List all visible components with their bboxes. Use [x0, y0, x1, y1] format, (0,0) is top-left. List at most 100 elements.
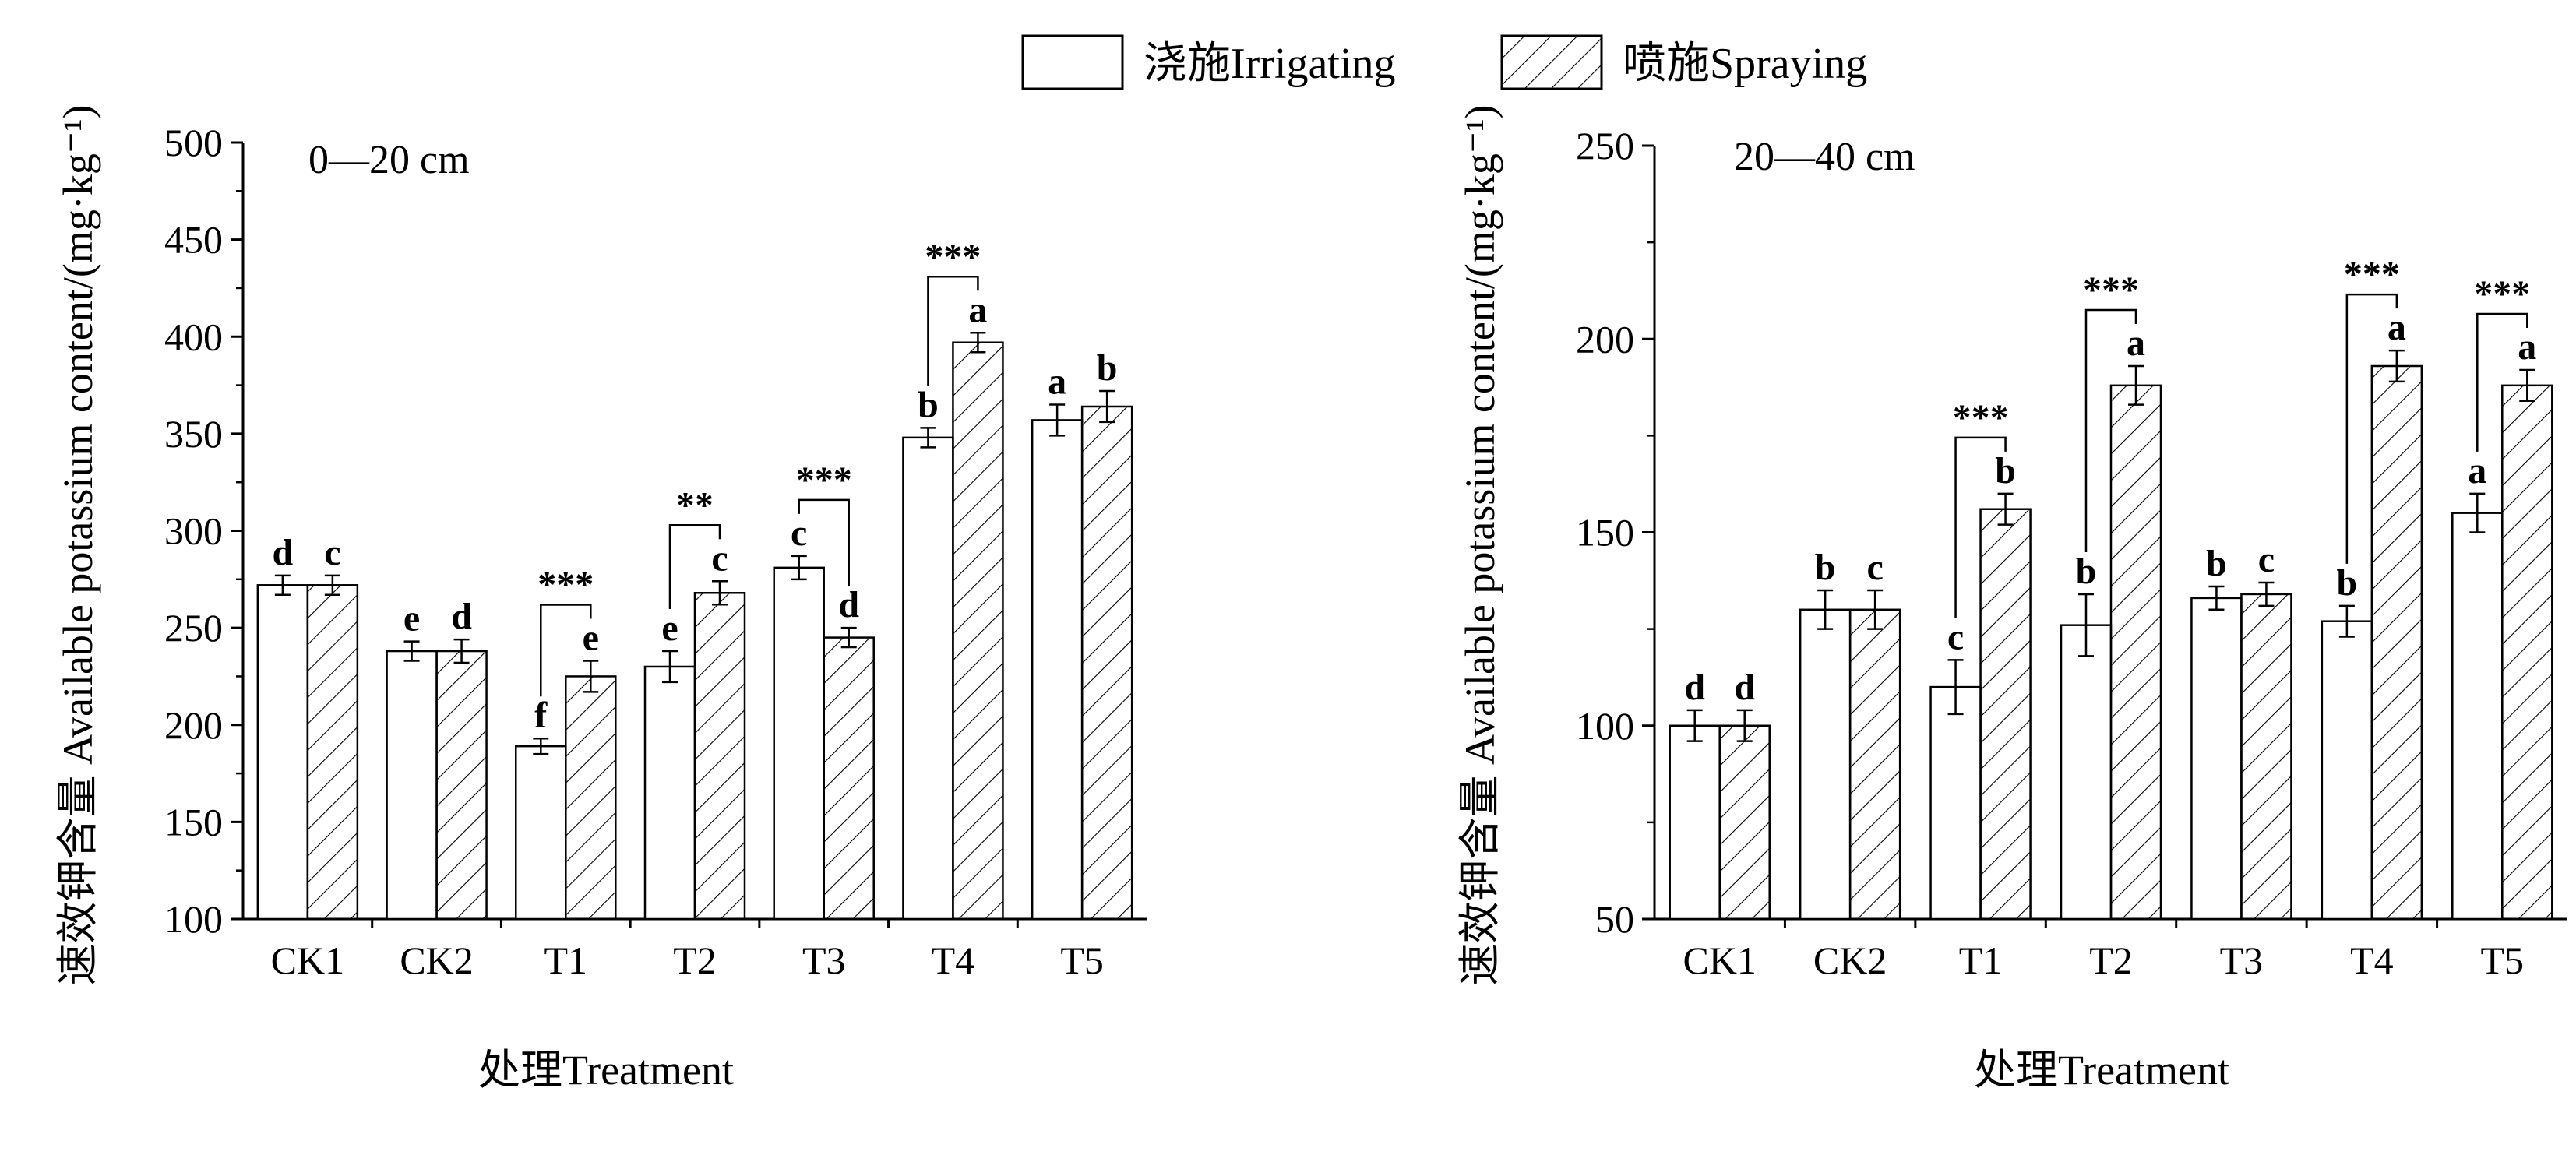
bar-spraying	[2370, 364, 2423, 921]
significance-letter: a	[968, 289, 987, 330]
y-tick-label: 350	[164, 412, 223, 456]
x-tick-label: T3	[802, 938, 846, 982]
legend-item-irrigating: 浇施Irrigating	[1021, 34, 1395, 90]
significance-letter: e	[403, 598, 420, 639]
y-tick-label: 100	[1576, 704, 1634, 748]
significance-letter: b	[1995, 450, 2016, 491]
significance-letter: c	[1947, 616, 1964, 657]
significance-letter: d	[838, 584, 859, 625]
significance-bracket	[2345, 293, 2398, 564]
x-tick-label: CK1	[1683, 938, 1756, 982]
significance-stars: ***	[2344, 254, 2400, 295]
legend-swatch-solid	[1021, 34, 1124, 90]
significance-bracket	[540, 604, 592, 697]
bar-spraying	[2501, 384, 2553, 921]
significance-letter: d	[1684, 667, 1705, 708]
significance-stars: ***	[537, 564, 594, 605]
bar-irrigating	[1031, 419, 1084, 921]
x-tick-label: T2	[2089, 938, 2133, 982]
legend-label-spraying: 喷施Spraying	[1623, 40, 1867, 88]
significance-letter: b	[2076, 551, 2097, 592]
x-tick-label: CK1	[271, 938, 344, 982]
legend-swatch-hatch	[1500, 34, 1603, 90]
y-tick-label: 450	[164, 218, 223, 262]
y-axis-title: 速效钾含量 Available potassium content/(mg·kg…	[1457, 105, 1503, 986]
bar-spraying	[952, 341, 1004, 921]
x-axis-title: 处理Treatment	[478, 1047, 734, 1093]
y-tick-label: 150	[164, 800, 223, 843]
y-tick-label: 150	[1576, 511, 1634, 555]
y-axis-title-text: 速效钾含量 Available potassium content/(mg·kg…	[1457, 105, 1503, 986]
y-tick-label: 200	[164, 703, 223, 747]
bar-spraying	[1718, 724, 1771, 921]
y-tick-label: 200	[1576, 317, 1634, 361]
significance-letter: e	[661, 607, 678, 649]
significance-letter: a	[2387, 307, 2406, 348]
bar-spraying	[435, 650, 488, 921]
bar-irrigating	[1929, 685, 1982, 921]
significance-letter: d	[273, 532, 294, 573]
significance-letter: a	[2468, 450, 2486, 491]
significance-stars: ***	[2474, 273, 2530, 315]
significance-letter: e	[583, 617, 599, 658]
significance-letter: b	[1097, 347, 1118, 389]
bar-spraying	[565, 675, 617, 921]
y-tick-label: 500	[164, 121, 223, 164]
x-tick-label: CK2	[1813, 938, 1887, 982]
y-tick-label: 50	[1595, 897, 1634, 941]
bar-spraying	[2240, 593, 2292, 921]
significance-stars: ***	[925, 236, 981, 277]
x-tick-label: T4	[932, 938, 975, 982]
y-tick-label: 400	[164, 315, 223, 358]
bar-irrigating	[2321, 620, 2373, 921]
bar-spraying	[693, 592, 746, 921]
y-tick-label: 250	[164, 606, 223, 650]
x-tick-label: CK2	[400, 938, 473, 982]
bar-spraying	[823, 636, 875, 921]
significance-letter: b	[2206, 543, 2227, 584]
significance-letter: c	[711, 537, 728, 579]
x-axis-title: 处理Treatment	[1974, 1047, 2229, 1093]
y-tick-label: 250	[1576, 124, 1634, 167]
y-axis-title-text: 速效钾含量 Available potassium content/(mg·kg…	[55, 105, 101, 986]
bar-irrigating	[2190, 597, 2243, 921]
bar-irrigating	[2060, 624, 2113, 921]
significance-stars: ***	[2083, 269, 2139, 311]
bar-spraying	[1848, 608, 1901, 921]
significance-letter: b	[2337, 562, 2358, 604]
bar-irrigating	[386, 650, 438, 921]
significance-bracket	[927, 276, 979, 386]
significance-stars: **	[676, 484, 714, 526]
significance-bracket	[668, 524, 721, 610]
chart-panel-0-20cm: 速效钾含量 Available potassium content/(mg·kg…	[55, 105, 1147, 1093]
bar-irrigating	[773, 566, 825, 921]
significance-letter: d	[451, 596, 472, 637]
y-tick-label: 300	[164, 509, 223, 553]
significance-letter: a	[2127, 322, 2145, 364]
bar-irrigating	[256, 584, 309, 921]
legend-item-spraying: 喷施Spraying	[1500, 34, 1867, 90]
bar-irrigating	[1799, 608, 1852, 921]
chart-panel-20-40cm: 速效钾含量 Available potassium content/(mg·kg…	[1457, 105, 2567, 1093]
significance-letter: c	[1866, 547, 1883, 588]
x-tick-label: T3	[2220, 938, 2264, 982]
significance-letter: c	[324, 532, 340, 573]
bar-irrigating	[515, 745, 567, 921]
legend: 浇施Irrigating 喷施Spraying	[1021, 34, 1867, 90]
significance-bracket	[1954, 436, 2007, 618]
significance-letter: a	[2518, 326, 2536, 368]
panel-title: 20—40 cm	[1734, 135, 1915, 179]
significance-letter: a	[1048, 361, 1066, 402]
y-axis-title: 速效钾含量 Available potassium content/(mg·kg…	[55, 105, 101, 986]
significance-letter: c	[2258, 539, 2275, 580]
bar-spraying	[2109, 384, 2162, 921]
significance-stars: ***	[1953, 397, 2009, 438]
x-tick-label: T5	[1060, 938, 1104, 982]
bar-irrigating	[2451, 512, 2504, 921]
legend-label-irrigating: 浇施Irrigating	[1144, 40, 1395, 88]
significance-letter: b	[1815, 547, 1836, 588]
bar-irrigating	[643, 665, 696, 921]
significance-bracket	[798, 498, 850, 586]
x-tick-label: T1	[1959, 938, 2003, 982]
